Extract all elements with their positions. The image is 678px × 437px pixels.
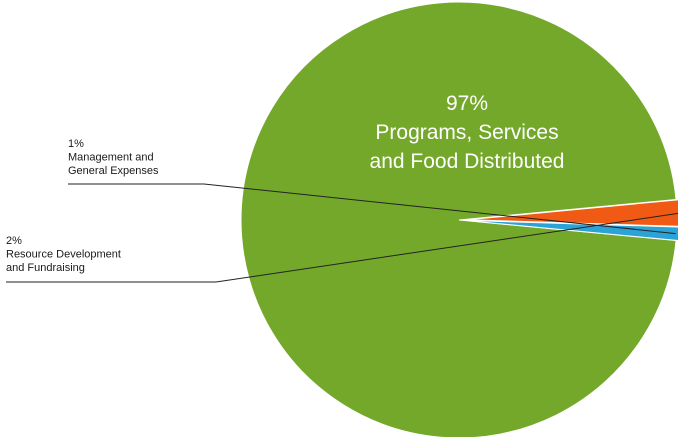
slice-name-label-management-and-general-expenses: General Expenses xyxy=(68,165,159,177)
pie-slice-management-and-general-expenses xyxy=(463,219,678,242)
slice-name-label-resource-development-and-fundraising: Resource Development xyxy=(6,249,121,261)
slice-name-label-programs: Programs, Services xyxy=(375,121,558,144)
pie-slice-resource-development-and-fundraising xyxy=(467,199,678,227)
slice-name-label-management-and-general-expenses: Management and xyxy=(68,152,154,164)
leader-lines xyxy=(6,183,678,283)
slice-name-label-programs: and Food Distributed xyxy=(370,150,565,173)
leader-line-resource-development-and-fundraising xyxy=(6,212,678,283)
pie-slices xyxy=(240,1,678,437)
slice-percent-label-resource-development-and-fundraising: 2% xyxy=(6,235,22,247)
slice-labels: 97% Programs, Services and Food Distribute… xyxy=(6,92,564,274)
slice-percent-label-management-and-general-expenses: 1% xyxy=(68,138,84,150)
slice-name-label-resource-development-and-fundraising: and Fundraising xyxy=(6,262,85,274)
leader-line-management-and-general-expenses xyxy=(68,183,676,235)
slice-percent-label-programs: 97% xyxy=(446,92,488,115)
pie-slice-programs-services-and-food-distributed xyxy=(240,1,677,437)
